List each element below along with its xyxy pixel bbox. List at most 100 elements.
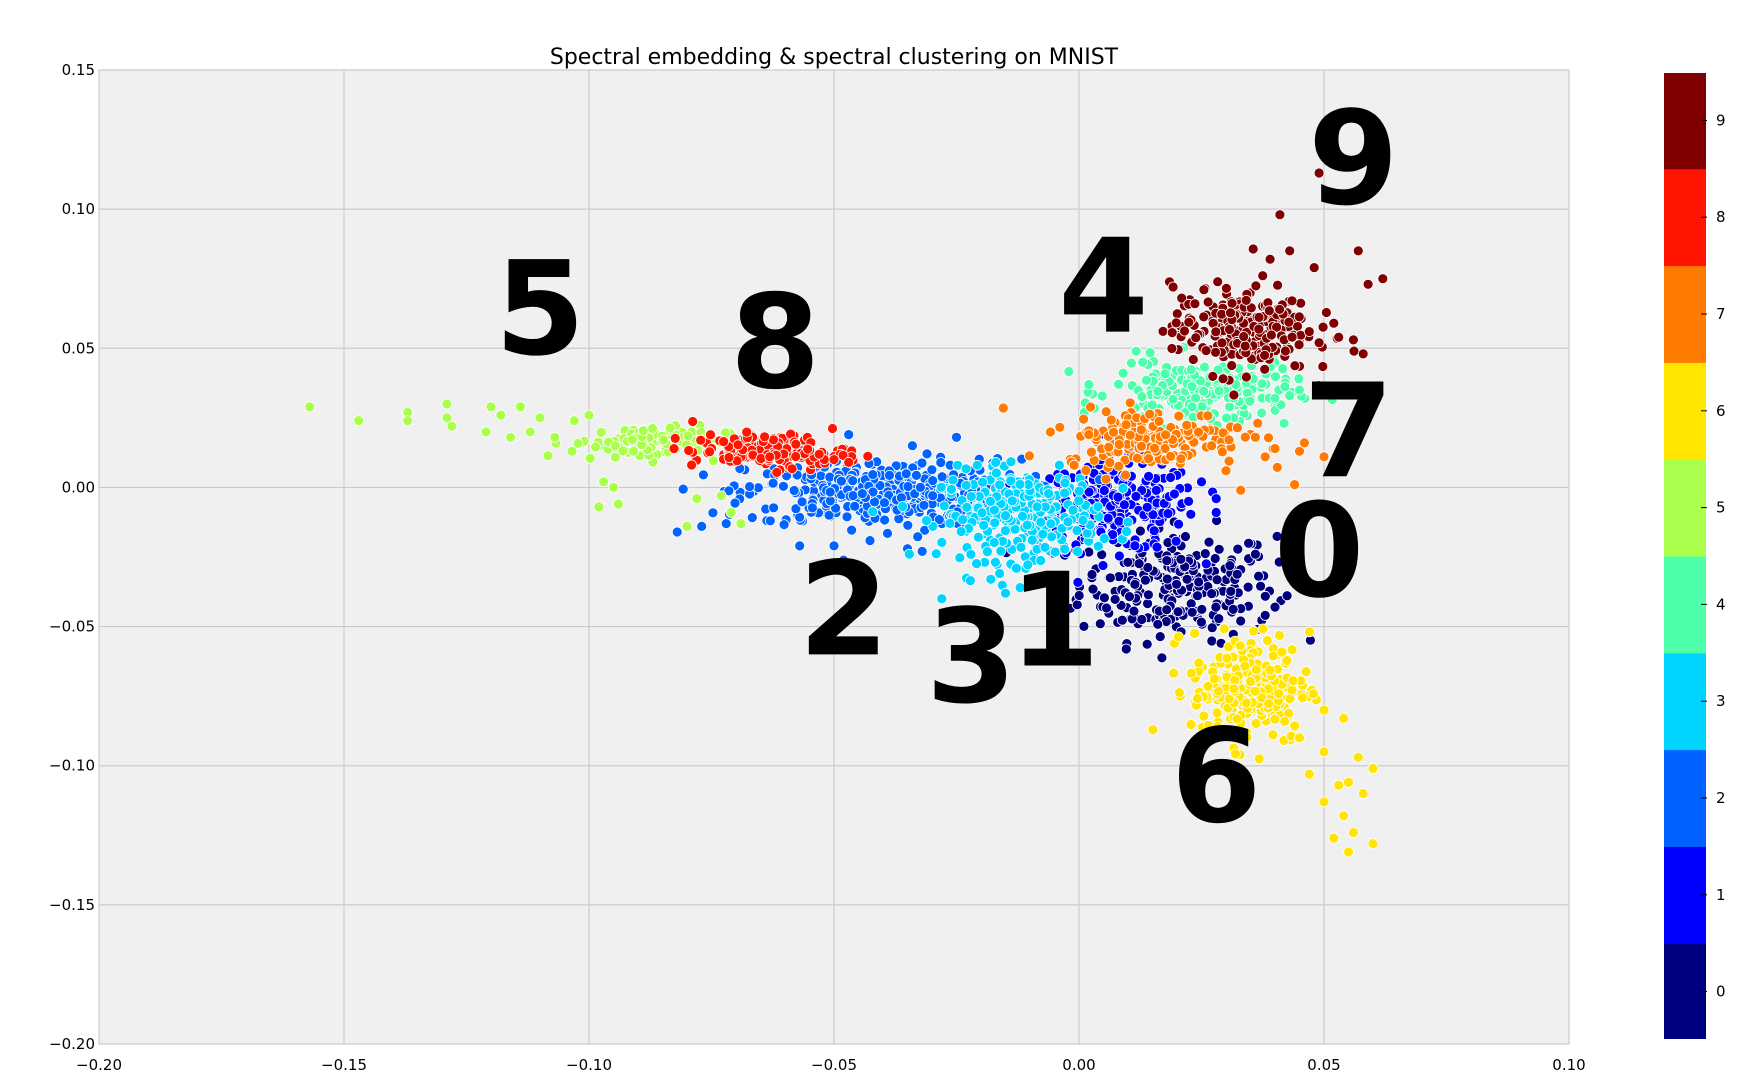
data-point (879, 497, 890, 509)
data-point (1143, 470, 1154, 482)
data-point (598, 476, 610, 488)
data-point (867, 506, 879, 518)
data-point (1150, 484, 1162, 496)
data-point (1211, 574, 1223, 586)
data-point (1269, 443, 1281, 454)
data-point (691, 493, 703, 505)
data-point (976, 507, 988, 519)
data-point (1239, 431, 1251, 443)
data-point (1286, 644, 1298, 656)
data-point (938, 500, 950, 512)
data-point (1153, 415, 1165, 427)
data-point (1094, 618, 1106, 630)
data-point (907, 440, 918, 452)
data-point (1274, 630, 1285, 641)
data-point (1130, 490, 1142, 502)
data-point (1165, 450, 1176, 462)
data-point (1202, 410, 1214, 422)
x-tick-label: −0.20 (76, 1056, 122, 1074)
data-point (1271, 461, 1283, 473)
data-point (755, 453, 767, 464)
data-point (1264, 664, 1276, 676)
y-tick-label: 0.05 (62, 339, 95, 357)
data-point (1045, 518, 1057, 530)
colorbar-tick-label: 2 (1716, 789, 1726, 807)
data-point (1144, 408, 1156, 420)
data-point (1352, 752, 1364, 763)
colorbar: 0 1 2 3 4 5 6 7 8 9 (1662, 71, 1726, 1041)
data-point (1279, 381, 1291, 393)
data-point (1228, 389, 1240, 401)
data-point (1143, 589, 1154, 601)
data-point (1284, 245, 1296, 257)
data-point (1000, 510, 1011, 521)
data-point (1190, 332, 1202, 344)
colorbar-tick-label: 6 (1716, 402, 1726, 420)
data-point (1154, 631, 1166, 642)
data-point (1169, 488, 1180, 500)
data-point (985, 573, 997, 585)
data-point (954, 552, 966, 564)
data-point (1196, 741, 1208, 752)
data-point (1267, 729, 1279, 741)
data-point (1279, 716, 1291, 727)
data-point (1131, 452, 1143, 464)
series-6 (1147, 623, 1379, 858)
data-point (1269, 601, 1281, 613)
data-point (1080, 465, 1092, 476)
data-point (1321, 307, 1332, 318)
data-point (1293, 339, 1305, 351)
data-point (900, 468, 912, 480)
colorbar-segment (1663, 265, 1707, 363)
data-point (515, 401, 526, 413)
data-point (1105, 414, 1117, 426)
data-point (843, 456, 855, 468)
data-point (669, 432, 681, 444)
data-point (495, 409, 507, 421)
data-point (1102, 512, 1114, 524)
colorbar-tick-label: 0 (1716, 983, 1726, 1001)
data-point (1086, 569, 1098, 580)
data-point (1124, 397, 1136, 409)
data-point (1256, 692, 1268, 704)
data-point (1173, 631, 1184, 643)
data-point (1166, 343, 1178, 354)
colorbar-segment (1663, 362, 1707, 460)
data-point (1247, 243, 1259, 255)
data-point (1183, 495, 1194, 507)
data-point (1362, 278, 1374, 290)
data-point (828, 454, 840, 466)
data-point (1328, 317, 1340, 329)
cluster-label: 6 (1171, 700, 1261, 852)
data-point (1186, 667, 1197, 679)
data-point (1186, 606, 1198, 618)
data-point (1294, 445, 1305, 457)
data-point (1240, 294, 1252, 306)
y-tick-label: 0.15 (62, 61, 95, 79)
data-point (1293, 311, 1305, 323)
data-point (778, 480, 789, 492)
data-point (695, 434, 707, 446)
data-point (1198, 385, 1210, 397)
data-point (896, 492, 907, 504)
data-point (1297, 692, 1308, 704)
data-point (915, 481, 926, 493)
data-point (1263, 305, 1275, 317)
data-point (1171, 308, 1183, 320)
data-point (1141, 374, 1152, 386)
data-point (446, 420, 458, 432)
data-point (1103, 441, 1115, 453)
data-point (1251, 664, 1262, 676)
y-tick-label: 0.00 (62, 478, 95, 496)
data-point (1241, 371, 1252, 383)
data-point (960, 463, 972, 475)
data-point (1161, 604, 1173, 616)
data-point (1206, 440, 1217, 452)
data-point (764, 451, 776, 463)
data-point (1313, 380, 1324, 392)
data-point (1209, 673, 1220, 685)
data-point (921, 448, 933, 460)
data-point (1300, 666, 1312, 677)
data-point (1173, 518, 1184, 530)
